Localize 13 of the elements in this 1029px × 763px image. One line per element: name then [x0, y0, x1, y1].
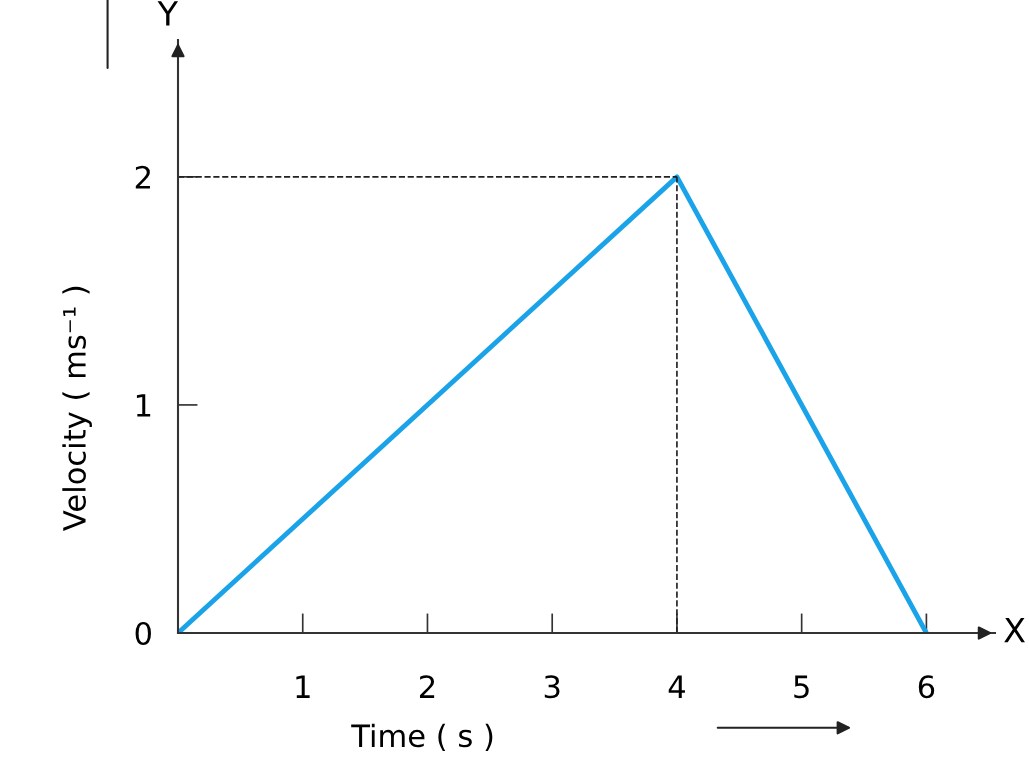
y-tick-label: 0 — [135, 621, 151, 646]
y-tick-label: 1 — [136, 394, 151, 417]
text: X — [1004, 617, 1025, 643]
x-tick-label: 6 — [918, 675, 935, 699]
x-tick-label: 4 — [668, 675, 685, 698]
text: Y — [157, 1, 179, 26]
x-tick-label: 5 — [794, 675, 809, 699]
x-tick-label: 1 — [296, 675, 310, 698]
y-tick-label: 2 — [135, 165, 150, 189]
y-axis-title: Velocity ( ms⁻¹ ) — [62, 286, 92, 531]
x-tick-label: 3 — [544, 675, 560, 699]
x-axis-title: Time ( s ) — [351, 723, 493, 751]
x-tick-label: 2 — [419, 675, 435, 698]
